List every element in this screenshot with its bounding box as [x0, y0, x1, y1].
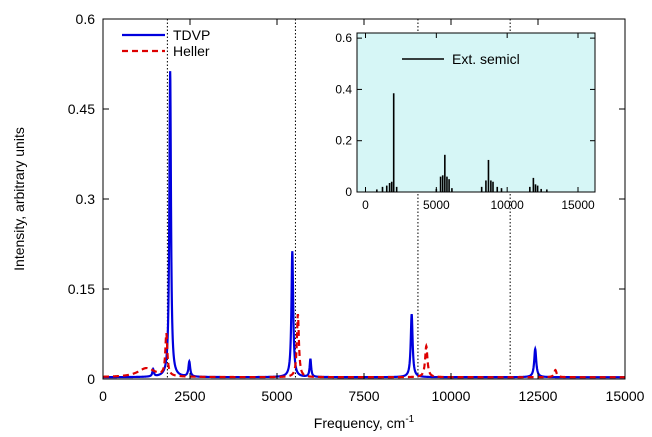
inset-series-layer [376, 93, 548, 192]
inset-y-tick-label-0: 0 [345, 185, 352, 199]
x-axis-ticks: 0 2500 5000 7500 10000 12500 15000 [99, 19, 645, 404]
inset-x-tick-label-0: 0 [362, 198, 369, 212]
inset-y-axis-ticks: 0 0.2 0.4 0.6 [335, 31, 595, 199]
x-tick-label-7500: 7500 [348, 388, 379, 404]
inset-legend: Ext. semicl [402, 51, 520, 67]
legend-label-ext-semicl: Ext. semicl [452, 51, 520, 67]
x-tick-label-2500: 2500 [174, 388, 205, 404]
main-plot: 0 2500 5000 7500 10000 12500 15000 0 0.15 0.3 0.4… [11, 11, 645, 431]
x-tick-label-10000: 10000 [432, 388, 471, 404]
x-tick-label-5000: 5000 [261, 388, 292, 404]
y-tick-label-2: 0.3 [76, 191, 96, 207]
inset-x-tick-label-5000: 5000 [423, 198, 450, 212]
y-tick-label-0: 0 [87, 371, 95, 387]
legend-label-tdvp: TDVP [173, 27, 210, 43]
inset-x-axis-ticks: 0 5000 10000 15000 [362, 33, 595, 212]
y-tick-label-3: 0.45 [68, 101, 95, 117]
inset-y-tick-label-2: 0.4 [335, 82, 352, 96]
legend: TDVP Heller [122, 27, 210, 59]
legend-label-heller: Heller [173, 43, 210, 59]
inset-x-tick-label-10000: 10000 [490, 198, 524, 212]
inset-y-tick-label-1: 0.2 [335, 134, 352, 148]
x-axis-label: Frequency, cm-1 [314, 414, 415, 431]
y-tick-label-1: 0.15 [68, 281, 95, 297]
series-heller-line [103, 314, 625, 379]
x-tick-label-0: 0 [99, 388, 107, 404]
inset-y-tick-label-3: 0.6 [335, 31, 352, 45]
y-axis-ticks: 0 0.15 0.3 0.45 0.6 [68, 11, 625, 387]
y-tick-label-4: 0.6 [76, 11, 96, 27]
x-tick-label-12500: 12500 [519, 388, 558, 404]
x-tick-label-15000: 15000 [606, 388, 645, 404]
inset-plot: 0 5000 10000 15000 0 0.2 0.4 0.6 Ext. semicl [335, 31, 596, 212]
inset-frame [356, 32, 596, 193]
inset-background [357, 33, 595, 192]
inset-x-tick-label-15000: 15000 [561, 198, 595, 212]
y-axis-label: Intensity, arbitrary units [11, 127, 27, 271]
